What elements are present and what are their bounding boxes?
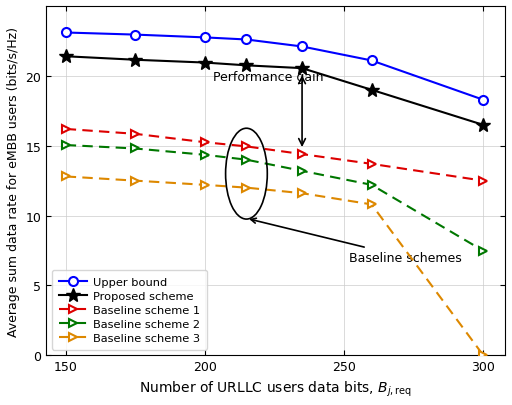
Upper bound (480, 98, 486, 103)
Baseline scheme 3 (243, 186, 249, 191)
Proposed scheme (369, 88, 375, 93)
Text: Performance gain: Performance gain (214, 70, 324, 83)
Baseline scheme 1 (132, 132, 138, 137)
Baseline scheme 2 (202, 153, 208, 158)
Baseline scheme 1 (243, 145, 249, 149)
Proposed scheme (62, 55, 69, 60)
Upper bound (369, 59, 375, 64)
Baseline scheme 1 (62, 127, 69, 132)
Proposed scheme (202, 61, 208, 66)
Proposed scheme (132, 58, 138, 63)
Baseline scheme 3 (202, 183, 208, 188)
Baseline scheme 1 (480, 179, 486, 183)
X-axis label: Number of URLLC users data bits, $B_{j,\mathrm{req}}$: Number of URLLC users data bits, $B_{j,\… (139, 379, 412, 398)
Baseline scheme 1 (369, 162, 375, 167)
Proposed scheme (243, 64, 249, 68)
Baseline scheme 1 (202, 141, 208, 145)
Upper bound (299, 45, 305, 50)
Line: Baseline scheme 1: Baseline scheme 1 (61, 126, 487, 185)
Baseline scheme 2 (132, 147, 138, 151)
Line: Baseline scheme 3: Baseline scheme 3 (61, 173, 487, 359)
Text: Baseline schemes: Baseline schemes (251, 219, 461, 264)
Upper bound (62, 31, 69, 36)
Proposed scheme (299, 66, 305, 71)
Y-axis label: Average sum data rate for eMBB users (bits/s/Hz): Average sum data rate for eMBB users (bi… (7, 27, 20, 336)
Baseline scheme 3 (369, 202, 375, 207)
Baseline scheme 3 (132, 179, 138, 183)
Baseline scheme 1 (299, 152, 305, 157)
Baseline scheme 2 (62, 143, 69, 148)
Baseline scheme 2 (480, 249, 486, 254)
Baseline scheme 2 (243, 158, 249, 163)
Baseline scheme 2 (369, 183, 375, 188)
Proposed scheme (480, 123, 486, 128)
Upper bound (202, 36, 208, 41)
Line: Proposed scheme: Proposed scheme (59, 50, 490, 132)
Baseline scheme 3 (299, 191, 305, 196)
Baseline scheme 3 (62, 175, 69, 179)
Upper bound (243, 38, 249, 43)
Upper bound (132, 33, 138, 38)
Line: Upper bound: Upper bound (61, 29, 487, 105)
Line: Baseline scheme 2: Baseline scheme 2 (61, 141, 487, 255)
Baseline scheme 3 (480, 352, 486, 357)
Baseline scheme 2 (299, 169, 305, 174)
Legend: Upper bound, Proposed scheme, Baseline scheme 1, Baseline scheme 2, Baseline sch: Upper bound, Proposed scheme, Baseline s… (52, 271, 207, 350)
